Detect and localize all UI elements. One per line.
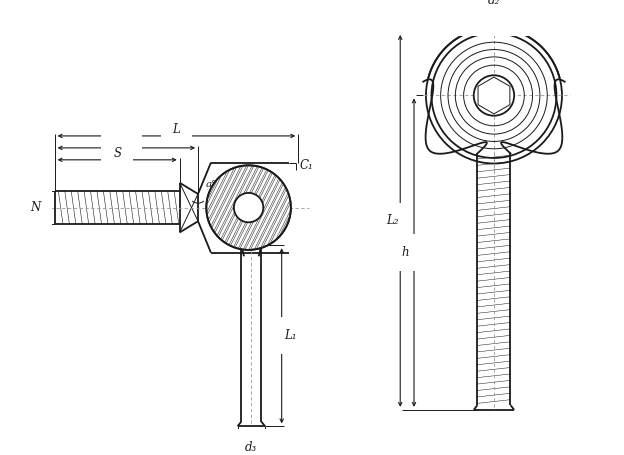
Text: P: P xyxy=(122,135,130,148)
Text: h: h xyxy=(402,246,409,259)
Circle shape xyxy=(207,165,291,250)
Circle shape xyxy=(474,75,514,116)
Text: L₂: L₂ xyxy=(386,214,398,228)
Text: S: S xyxy=(113,147,121,160)
Text: a°: a° xyxy=(205,180,217,189)
Text: C₁: C₁ xyxy=(299,159,313,172)
Text: L: L xyxy=(173,123,180,136)
Circle shape xyxy=(234,193,263,222)
Text: L₁: L₁ xyxy=(284,329,296,342)
Text: d₂: d₂ xyxy=(488,0,500,7)
Text: d₃: d₃ xyxy=(245,441,258,454)
Text: N: N xyxy=(31,201,41,214)
Circle shape xyxy=(426,27,562,163)
